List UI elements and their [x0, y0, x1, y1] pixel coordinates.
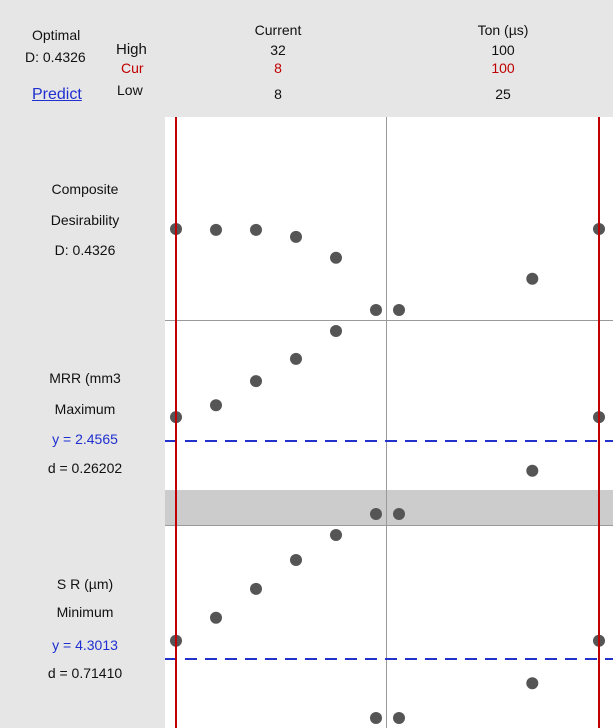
factor-cur-ton[interactable]: 100	[491, 60, 515, 76]
response-composite-line1: Composite	[51, 181, 119, 197]
column-divider	[386, 117, 387, 728]
factor-cur-current[interactable]: 8	[274, 60, 282, 76]
factor-high-current: 32	[270, 42, 286, 58]
response-sr-name: S R (µm)	[56, 576, 114, 592]
factor-low-ton: 25	[495, 86, 511, 102]
response-composite-d: D: 0.4326	[54, 242, 116, 258]
shaded-band	[165, 490, 613, 525]
row-cur-label: Cur	[121, 60, 144, 76]
response-sr-goal: Minimum	[56, 604, 114, 620]
panel-divider-1	[165, 320, 613, 321]
factor-low-current: 8	[274, 86, 282, 102]
factor-name-current: Current	[254, 22, 302, 38]
predict-link[interactable]: Predict	[32, 86, 82, 103]
row-high-label: High	[116, 41, 147, 58]
optimal-label: Optimal	[32, 27, 81, 43]
panel-divider-2	[165, 525, 613, 526]
factor-high-ton: 100	[491, 42, 515, 58]
response-sr-y: y = 4.3013	[52, 637, 118, 653]
response-mrr-d: d = 0.26202	[47, 460, 123, 476]
response-mrr-goal: Maximum	[54, 401, 116, 417]
response-sr-d: d = 0.71410	[47, 665, 123, 681]
response-mrr-name: MRR (mm3	[49, 370, 121, 386]
response-mrr-y: y = 2.4565	[52, 431, 118, 447]
factor-name-ton: Ton (µs)	[477, 22, 529, 38]
composite-d-value: D: 0.4326	[25, 49, 86, 65]
response-composite-line2: Desirability	[50, 212, 120, 228]
plot-area	[165, 117, 613, 728]
row-low-label: Low	[117, 82, 143, 98]
